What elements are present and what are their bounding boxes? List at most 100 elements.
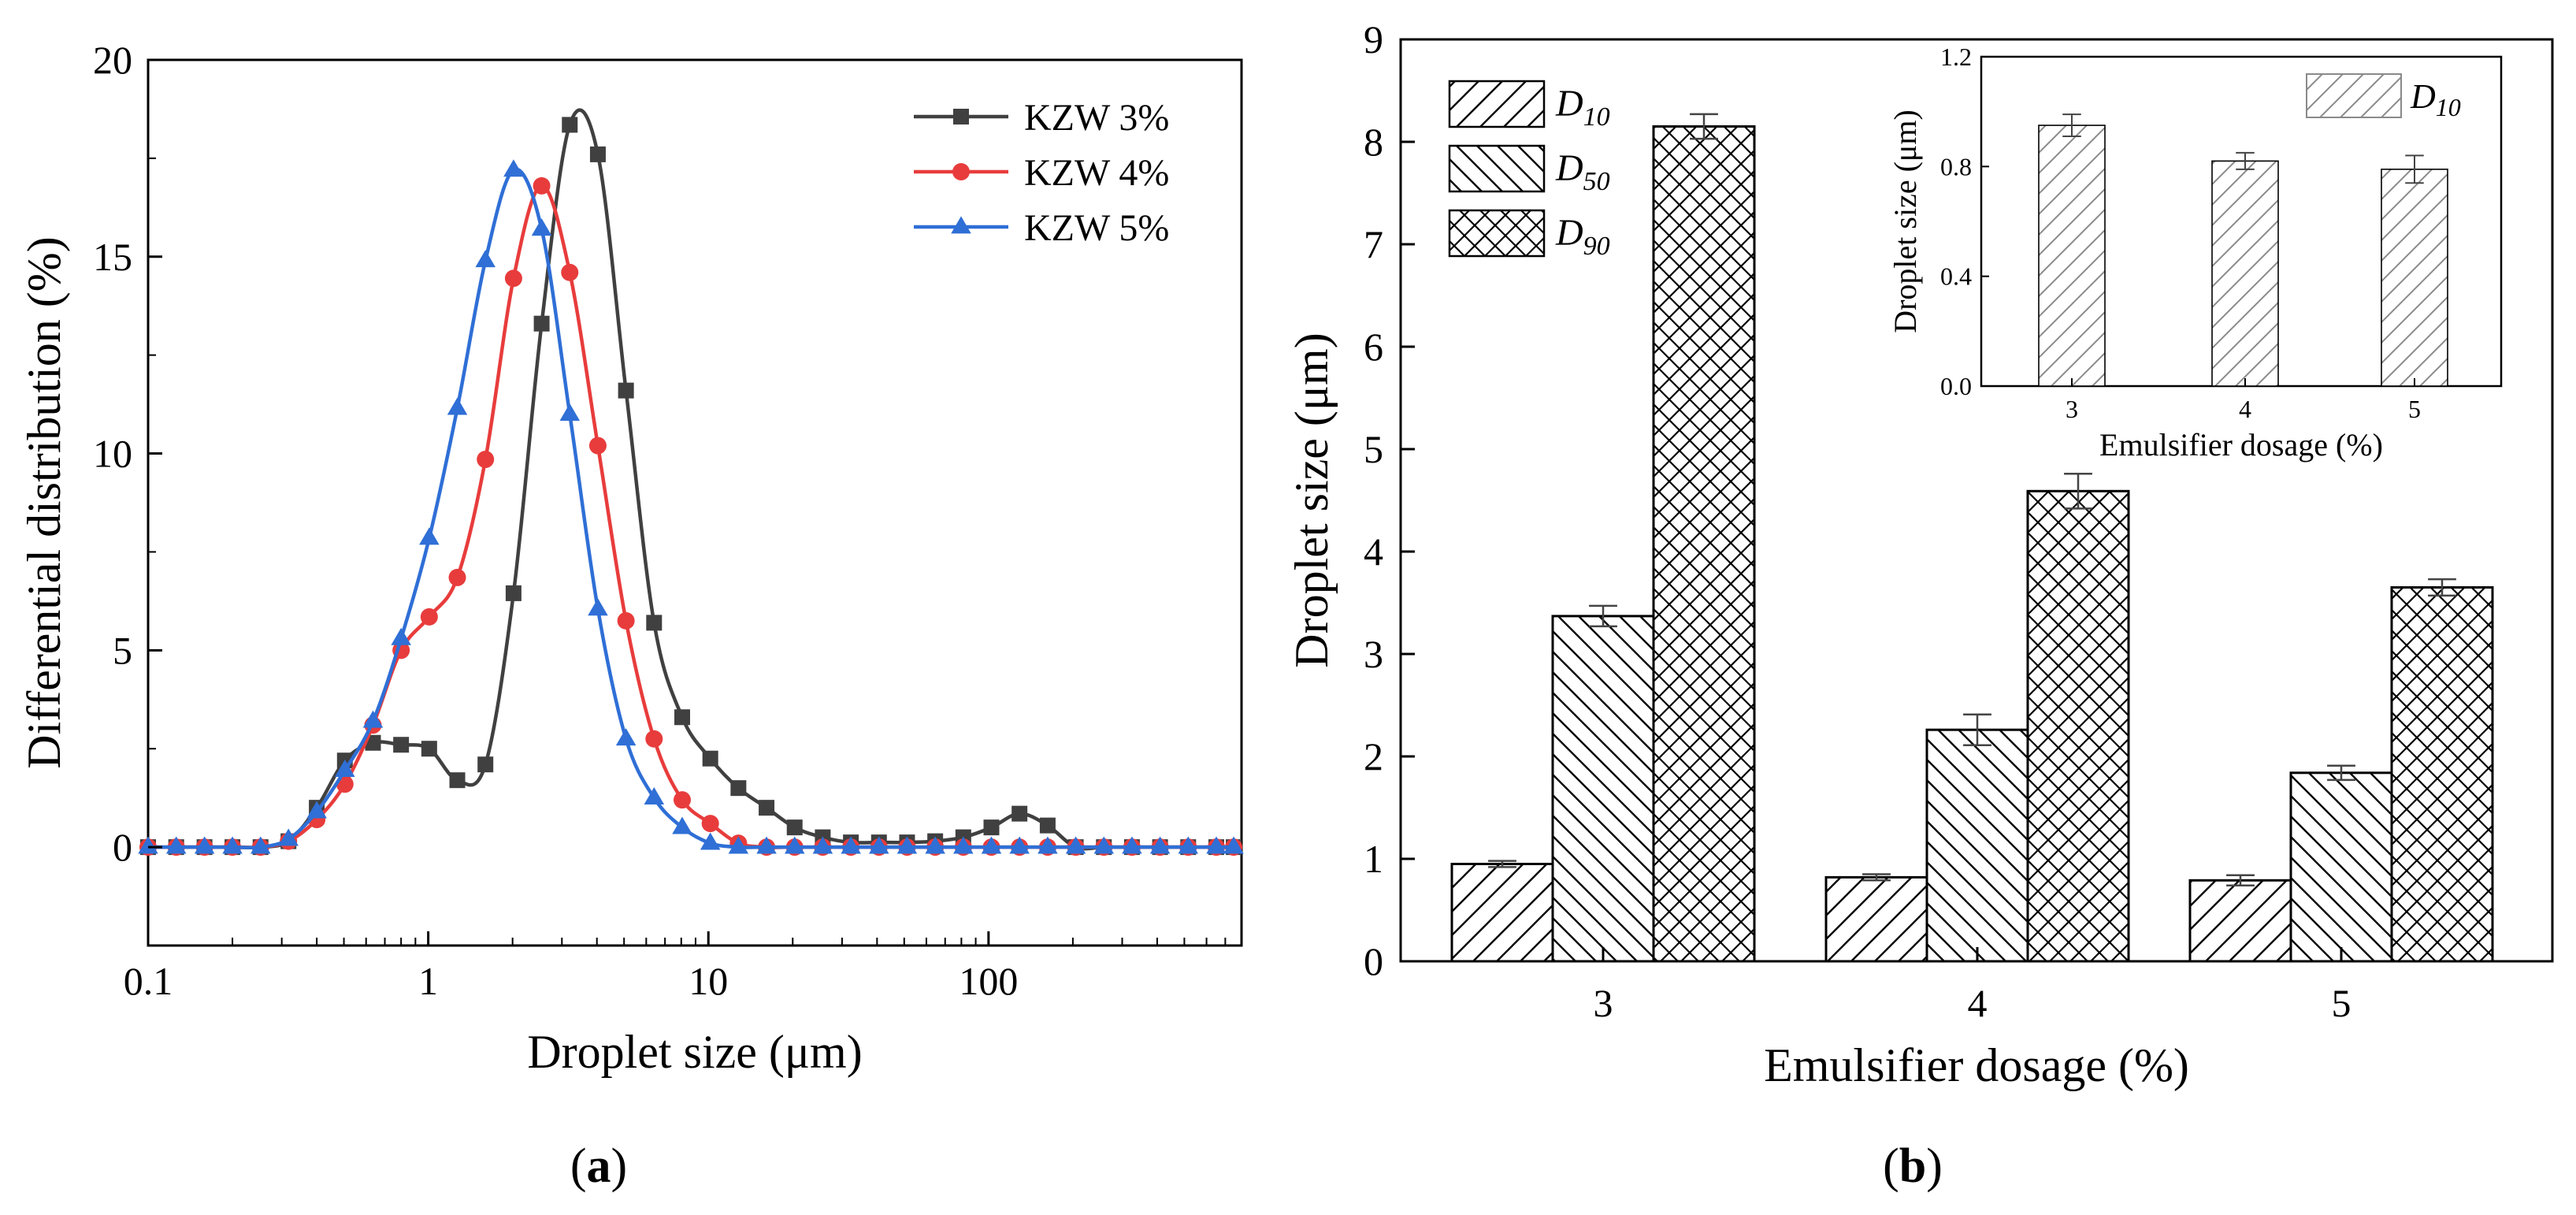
series-2-point-19	[672, 816, 692, 834]
panel-a-chart: 0.1 1 10 100 0 5 10 15 20 KZW 3% KZW 4% KZW 5% Dr…	[18, 38, 1244, 1193]
inset-y-ticks: 0.0 0.4 0.8 1.2	[1940, 43, 1989, 400]
series-2-point-34	[1093, 836, 1115, 854]
series-2-point-30	[981, 836, 1002, 854]
series-1-point-18	[645, 730, 663, 748]
x-tick-label-0: 3	[1594, 981, 1613, 1025]
error-bar-D10-4	[2236, 151, 2255, 170]
panel-b-x-axis-label: Emulsifier dosage (%)	[1764, 1039, 2189, 1091]
error-bar-D10-4	[1862, 873, 1891, 882]
legend-label-0: KZW 3%	[1024, 97, 1169, 139]
series-2-point-25	[841, 836, 861, 854]
y-tick-label-1: 0.4	[1940, 262, 1972, 291]
bar-D90-3	[1652, 125, 1756, 963]
series-2-point-27	[896, 836, 918, 854]
y-tick-label-3: 15	[93, 235, 132, 279]
series-0-point-15	[562, 117, 578, 133]
series-2-point-1	[165, 836, 187, 854]
series-2-point-38	[1206, 836, 1227, 854]
series-1-point-17	[617, 611, 635, 630]
series-2-point-39	[1223, 836, 1244, 854]
error-bar-D90-5	[2428, 578, 2456, 597]
y-tick-label-8: 8	[1364, 120, 1383, 164]
error-bar-D90-4	[2064, 472, 2092, 510]
series-0-point-32	[1039, 817, 1056, 834]
series-line-0	[148, 108, 1234, 851]
legend-label-sub-1: 50	[1583, 167, 1610, 196]
error-bar-D10-5	[2226, 874, 2255, 887]
y-tick-label-4: 4	[1364, 529, 1383, 574]
series-2-point-15	[559, 403, 581, 421]
inset-legend-label-sub: 10	[2436, 93, 2461, 121]
y-tick-label-2: 0.8	[1940, 152, 1972, 180]
bar-D10-4	[2211, 160, 2279, 387]
x-tick-label-3: 100	[959, 959, 1018, 1003]
series-0-point-22	[759, 800, 775, 816]
series-2-point-33	[1065, 836, 1086, 854]
series-2-point-37	[1178, 836, 1199, 854]
series-0-point-19	[674, 709, 690, 726]
series-2-point-20	[700, 832, 721, 850]
y-tick-label-3: 3	[1364, 632, 1383, 676]
panel-b-bars-group	[1450, 113, 2494, 963]
series-1-point-12	[477, 451, 495, 469]
bar-D10-3	[2038, 124, 2106, 387]
error-bar-D50-4	[1963, 713, 1991, 746]
series-2-point-22	[756, 836, 777, 854]
series-2-point-6	[306, 801, 327, 819]
y-tick-label-5: 5	[1364, 427, 1383, 471]
legend-marker-1	[952, 163, 970, 180]
panel-a-y-ticks: 0 5 10 15 20	[93, 38, 162, 869]
series-0-point-16	[589, 146, 606, 162]
inset-legend-swatch	[2306, 73, 2402, 118]
y-tick-label-1: 1	[1364, 837, 1383, 881]
series-2-point-8	[362, 710, 384, 728]
legend-swatch-1	[1448, 144, 1546, 193]
series-0-point-23	[786, 819, 803, 836]
series-2-point-13	[503, 159, 524, 177]
inset-bars-group	[2038, 113, 2448, 387]
inset-y-axis-label: Droplet size (μm)	[1887, 110, 1923, 333]
y-tick-label-4: 20	[93, 38, 132, 82]
panel-a-x-ticks: 0.1 1 10 100	[124, 931, 1242, 1003]
series-0-point-20	[702, 750, 718, 767]
legend-label-2: D90	[1555, 212, 1610, 261]
legend-swatch-0	[1448, 80, 1546, 128]
series-1-point-13	[504, 269, 522, 288]
error-bar-D10-3	[2062, 113, 2081, 138]
y-tick-label-7: 7	[1364, 222, 1383, 266]
bar-D90-4	[2026, 489, 2130, 963]
inset-legend: D10	[2306, 73, 2461, 121]
x-tick-label-2: 10	[689, 959, 728, 1003]
x-tick-label-0: 0.1	[124, 959, 173, 1003]
series-2-point-23	[784, 836, 805, 854]
series-2-point-18	[644, 787, 665, 805]
series-0-point-18	[646, 615, 663, 631]
x-tick-label-0: 3	[2066, 395, 2078, 423]
error-bar-D50-3	[1589, 604, 1617, 628]
series-0-point-21	[730, 780, 747, 797]
y-tick-label-1: 5	[113, 628, 132, 672]
legend-swatch-2	[1448, 209, 1546, 258]
series-2-point-0	[138, 836, 158, 854]
series-0-point-14	[533, 315, 550, 332]
series-2-point-24	[812, 836, 833, 854]
series-1-point-19	[673, 791, 691, 809]
panel-a-series-group	[138, 108, 1244, 856]
series-2-point-5	[278, 828, 299, 846]
series-2-point-2	[194, 836, 215, 854]
legend-label-2: KZW 5%	[1024, 207, 1169, 249]
series-2-point-28	[925, 836, 945, 854]
y-tick-label-0: 0.0	[1940, 372, 1972, 400]
series-2-point-12	[475, 250, 496, 268]
series-1-point-16	[588, 437, 607, 455]
bar-D10-3	[1450, 863, 1554, 963]
y-tick-label-2: 10	[93, 432, 132, 476]
legend-label-sub-2: 90	[1583, 232, 1610, 261]
panel-b-caption: (b)	[1883, 1139, 1943, 1193]
series-2-point-9	[391, 627, 411, 645]
panel-a-legend: KZW 3% KZW 4% KZW 5%	[914, 97, 1169, 249]
series-0-point-12	[477, 756, 494, 773]
series-2-point-26	[869, 836, 889, 854]
series-2-point-16	[588, 598, 608, 616]
